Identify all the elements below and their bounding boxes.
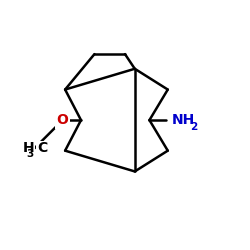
Text: H: H: [23, 141, 34, 155]
Text: 2: 2: [190, 122, 197, 132]
Text: O: O: [57, 113, 68, 127]
Text: 3: 3: [26, 149, 33, 159]
Text: NH: NH: [172, 113, 195, 127]
Text: C: C: [37, 141, 47, 155]
